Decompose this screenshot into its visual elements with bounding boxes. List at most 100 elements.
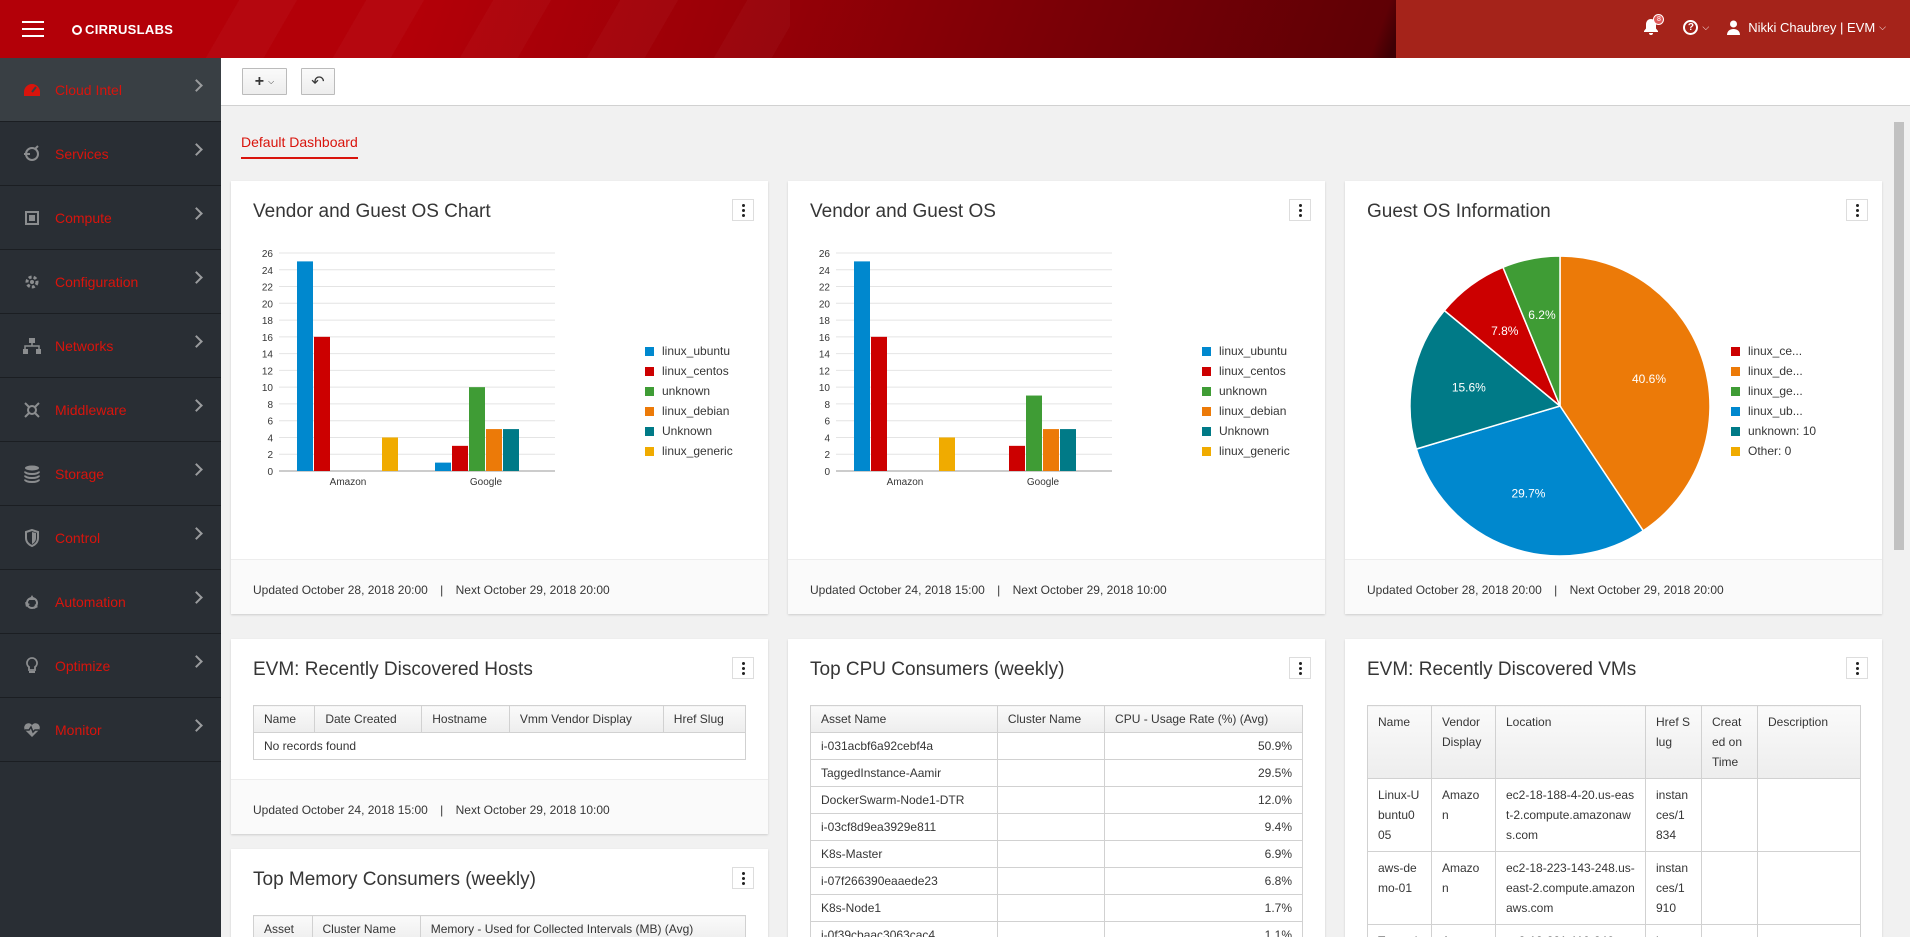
column-header[interactable]: Href Slug — [662, 705, 747, 733]
chevron-right-icon — [190, 463, 203, 476]
user-icon — [1727, 20, 1741, 35]
legend-item[interactable]: Other: 0 — [1731, 441, 1816, 461]
bar-linux_centos-google[interactable] — [452, 445, 468, 471]
table-row[interactable]: Linux-Ubuntu005 Amazon ec2-18-188-4-20.us-… — [1367, 778, 1861, 852]
sidebar-item-automation[interactable]: Automation — [0, 570, 221, 634]
brand-logo[interactable]: CIRRUSLABS — [72, 22, 173, 37]
legend-item[interactable]: Unknown — [645, 421, 733, 441]
bar-linux_centos-google[interactable] — [1009, 445, 1025, 471]
table-row[interactable]: DockerSwarm-Node1-DTR 12.0% — [810, 786, 1303, 814]
pie-slice-4[interactable] — [1409, 309, 1562, 450]
column-header[interactable]: Location — [1495, 705, 1646, 779]
table-row[interactable]: K8s-Node1 1.7% — [810, 894, 1303, 922]
bar-linux_ubuntu-amazon[interactable] — [854, 261, 870, 471]
page-scrollbar[interactable] — [1889, 106, 1910, 937]
column-header[interactable]: CPU - Usage Rate (%) (Avg) — [1104, 705, 1303, 733]
legend-item[interactable]: linux_generic — [1202, 441, 1290, 461]
table-row[interactable]: i-07f266390eaaede23 6.8% — [810, 867, 1303, 895]
column-header[interactable]: Name — [1367, 705, 1432, 779]
reset-button[interactable]: ↶ — [301, 68, 335, 95]
legend-item[interactable]: linux_de... — [1731, 361, 1816, 381]
bar-linux_generic-amazon[interactable] — [382, 437, 398, 471]
bar-unknown-google[interactable] — [1026, 395, 1042, 471]
bar-linux_ubuntu-google[interactable] — [435, 462, 451, 471]
sidebar-item-compute[interactable]: Compute — [0, 186, 221, 250]
legend-item[interactable]: linux_ubuntu — [645, 341, 733, 361]
widget-menu-kebab-icon[interactable] — [732, 199, 754, 221]
widget-menu-kebab-icon[interactable] — [1846, 199, 1868, 221]
table-cell — [996, 759, 1106, 787]
table-row[interactable]: Tagged machinAmazonec2-18-221-110-246.us… — [1367, 924, 1861, 937]
column-header[interactable]: Name — [252, 705, 316, 733]
bar-linux_generic-amazon[interactable] — [939, 437, 955, 471]
column-header[interactable]: Hostname — [421, 705, 510, 733]
legend-item[interactable]: unknown — [645, 381, 733, 401]
column-header[interactable]: Href Slug — [1645, 705, 1702, 779]
column-header[interactable]: Asset — [253, 915, 313, 937]
column-header[interactable]: Cluster Name — [996, 705, 1106, 733]
legend-item[interactable]: linux_ubuntu — [1202, 341, 1290, 361]
legend-item[interactable]: linux_debian — [1202, 401, 1290, 421]
legend-item[interactable]: linux_ge... — [1731, 381, 1816, 401]
legend-item[interactable]: linux_ub... — [1731, 401, 1816, 421]
bar-linux_centos-amazon[interactable] — [314, 336, 330, 471]
chevron-right-icon — [190, 527, 203, 540]
bar-linux_debian-google[interactable] — [1043, 429, 1059, 471]
widget-menu-kebab-icon[interactable] — [1289, 657, 1311, 679]
y-tick-label: 22 — [262, 283, 274, 294]
legend-item[interactable]: linux_centos — [645, 361, 733, 381]
column-header[interactable]: Cluster Name — [311, 915, 421, 937]
legend-item[interactable]: linux_centos — [1202, 361, 1290, 381]
pie-slice-3[interactable] — [1415, 405, 1645, 557]
pie-slice-2[interactable] — [1502, 255, 1561, 407]
user-menu[interactable]: Nikki Chaubrey | EVM ⌵ — [1727, 20, 1886, 35]
bar-linux_centos-amazon[interactable] — [871, 336, 887, 471]
legend-item[interactable]: unknown: 10 — [1731, 421, 1816, 441]
column-header[interactable]: Vmm Vendor Display — [508, 705, 664, 733]
sidebar-item-cloud-intel[interactable]: Cloud Intel — [0, 58, 221, 122]
sidebar-item-optimize[interactable]: Optimize — [0, 634, 221, 698]
table-row[interactable]: K8s-Master 6.9% — [810, 840, 1303, 868]
table-row[interactable]: i-0f39cbaac3063cac4 1.1% — [810, 921, 1303, 937]
widget-menu-kebab-icon[interactable] — [732, 657, 754, 679]
column-header[interactable]: Vendor Display — [1431, 705, 1496, 779]
column-header[interactable]: Description — [1757, 705, 1861, 779]
legend-item[interactable]: linux_ce... — [1731, 341, 1816, 361]
widget-menu-kebab-icon[interactable] — [732, 867, 754, 889]
legend-item[interactable]: linux_generic — [645, 441, 733, 461]
column-header[interactable]: Date Created — [314, 705, 423, 733]
widget-menu-kebab-icon[interactable] — [1846, 657, 1868, 679]
y-tick-label: 0 — [824, 467, 830, 478]
column-header[interactable]: Created on Time — [1701, 705, 1758, 779]
sidebar-item-middleware[interactable]: Middleware — [0, 378, 221, 442]
help-menu[interactable]: ? ⌵ — [1683, 19, 1709, 35]
sidebar-item-networks[interactable]: Networks — [0, 314, 221, 378]
legend-item[interactable]: unknown — [1202, 381, 1290, 401]
sidebar-item-monitor[interactable]: Monitor — [0, 698, 221, 762]
notifications-button[interactable]: 8 — [1643, 14, 1665, 36]
bar-linux_debian-google[interactable] — [486, 429, 502, 471]
table-row[interactable]: i-03cf8d9ea3929e811 9.4% — [810, 813, 1303, 841]
bar-linux_ubuntu-amazon[interactable] — [297, 261, 313, 471]
legend-item[interactable]: linux_debian — [645, 401, 733, 421]
sidebar-item-configuration[interactable]: Configuration — [0, 250, 221, 314]
tab-default-dashboard[interactable]: Default Dashboard — [241, 134, 358, 159]
table-row[interactable]: aws-demo-01 Amazon ec2-18-223-143-248.us-e… — [1367, 851, 1861, 925]
column-header[interactable]: Asset Name — [810, 705, 998, 733]
sidebar-item-services[interactable]: Services — [0, 122, 221, 186]
add-widget-dropdown[interactable]: + ⌵ — [242, 68, 287, 95]
widget-recently-discovered-vms: EVM: Recently Discovered VMs Name Vendor … — [1345, 639, 1882, 937]
column-header[interactable]: Memory - Used for Collected Intervals (M… — [419, 915, 747, 937]
bar-unknown-google[interactable] — [469, 387, 485, 471]
sidebar-item-storage[interactable]: Storage — [0, 442, 221, 506]
table-row[interactable]: TaggedInstance-Aamir 29.5% — [810, 759, 1303, 787]
table-row[interactable]: i-031acbf6a92cebf4a 50.9% — [810, 732, 1303, 760]
bar-Unknown-google[interactable] — [503, 429, 519, 471]
hamburger-icon[interactable] — [22, 21, 44, 37]
toolbar: + ⌵ ↶ — [221, 58, 1910, 106]
bar-Unknown-google[interactable] — [1060, 429, 1076, 471]
sidebar-item-control[interactable]: Control — [0, 506, 221, 570]
widget-menu-kebab-icon[interactable] — [1289, 199, 1311, 221]
scrollbar-thumb[interactable] — [1894, 122, 1904, 550]
legend-item[interactable]: Unknown — [1202, 421, 1290, 441]
